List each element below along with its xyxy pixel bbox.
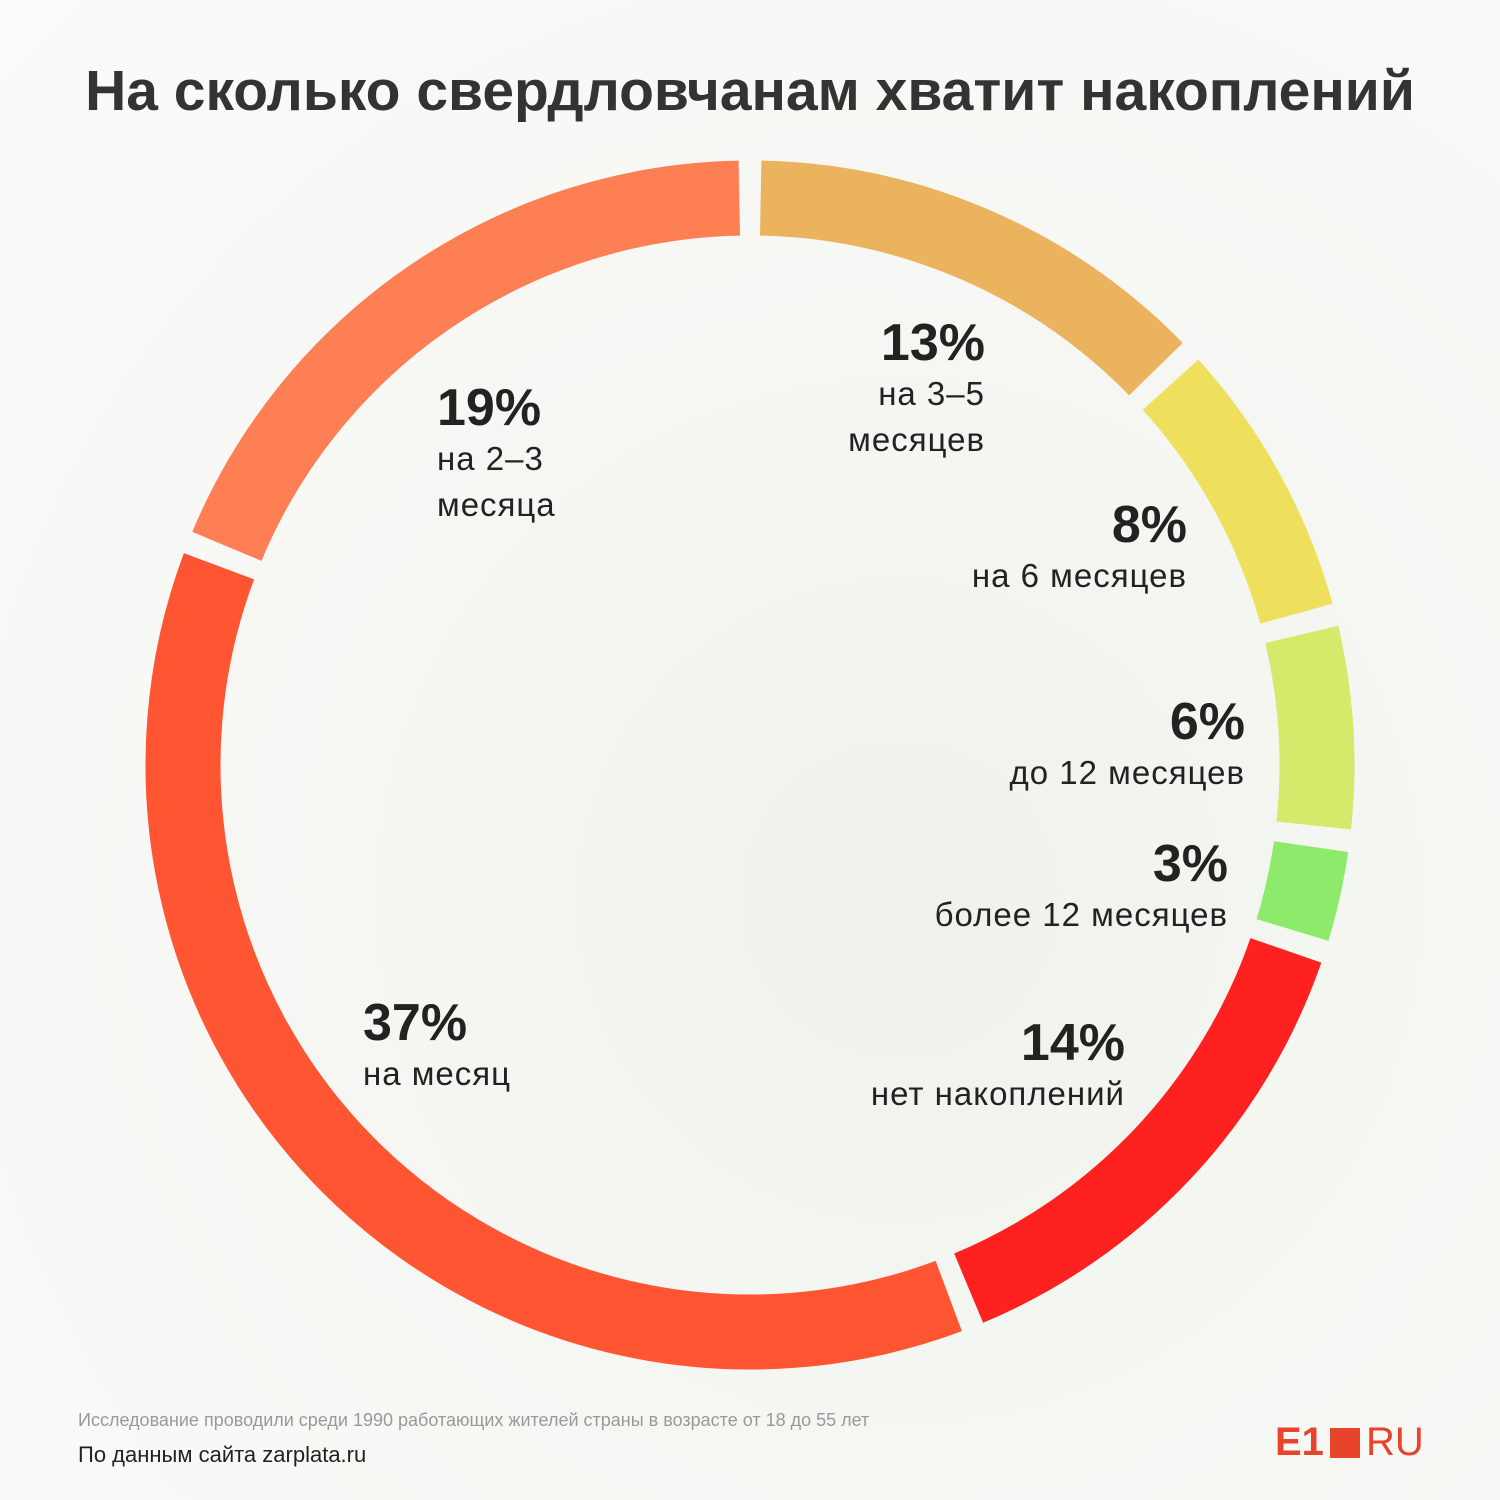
segment-label: 6% до 12 месяцев — [1010, 694, 1245, 796]
category-label: более 12 месяцев — [934, 896, 1228, 933]
donut-segment — [1256, 840, 1349, 941]
logo-left: E1 — [1275, 1420, 1324, 1464]
value-label: 13% — [880, 314, 985, 372]
segment-label: 19% на 2–3 месяца — [437, 380, 607, 528]
segment-label: 3% более 12 месяцев — [935, 836, 1228, 938]
logo: E1 RU — [1275, 1420, 1424, 1465]
value-label: 19% — [437, 379, 542, 437]
value-label: 8% — [1111, 496, 1187, 554]
source: По данным сайта zarplata.ru — [78, 1442, 367, 1467]
donut-segment — [192, 160, 741, 561]
category-label: до 12 месяцев — [1009, 754, 1245, 791]
category-label: нет накоплений — [870, 1075, 1125, 1112]
donut-segment — [954, 937, 1322, 1323]
donut-segment — [145, 553, 962, 1370]
category-label: на 6 месяцев — [971, 557, 1187, 594]
donut-segment — [759, 160, 1183, 396]
logo-right: RU — [1365, 1420, 1424, 1464]
value-label: 14% — [1020, 1014, 1125, 1072]
category-label: на месяц — [363, 1055, 512, 1092]
donut-segment — [1265, 625, 1355, 830]
value-label: 37% — [363, 994, 468, 1052]
note: Исследование проводили среди 1990 работа… — [78, 1410, 870, 1430]
donut-segment — [1142, 359, 1333, 625]
segment-label: 8% на 6 месяцев — [972, 497, 1187, 599]
category-label: на 2–3 месяца — [437, 440, 556, 523]
segment-label: 37% на месяц — [363, 995, 511, 1097]
value-label: 3% — [1152, 835, 1228, 893]
value-label: 6% — [1169, 693, 1245, 751]
logo-square — [1329, 1427, 1360, 1458]
segment-label: 14% нет накоплений — [871, 1015, 1125, 1117]
chart-title: На сколько свердловчанам хватит накоплен… — [85, 59, 1415, 123]
segment-label: 13% на 3–5 месяцев — [805, 315, 985, 463]
category-label: на 3–5 месяцев — [848, 375, 985, 458]
